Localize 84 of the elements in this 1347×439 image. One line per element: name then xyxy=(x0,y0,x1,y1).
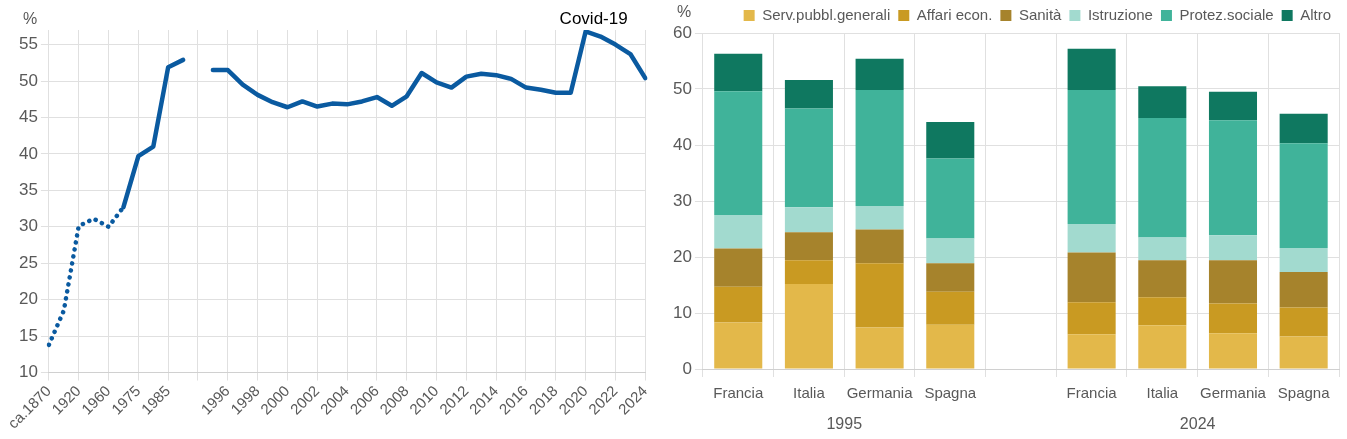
bar xyxy=(926,324,975,369)
bar xyxy=(784,207,833,233)
y-tick-label: 0 xyxy=(682,358,692,378)
bar xyxy=(926,122,975,159)
bar xyxy=(855,206,904,230)
x-tick-label: Francia xyxy=(713,384,764,402)
legend-label: Sanità xyxy=(1018,5,1063,23)
text: 2024 xyxy=(1179,415,1216,433)
y-axis-title: % xyxy=(22,10,38,28)
y-tick-label: 20 xyxy=(18,289,38,309)
bar xyxy=(855,58,904,91)
legend-label: Affari econ. xyxy=(916,5,993,23)
bar xyxy=(1208,235,1258,261)
bar xyxy=(714,215,763,249)
bar xyxy=(1279,248,1328,273)
y-axis-title: % xyxy=(676,3,692,21)
bar xyxy=(1138,237,1187,261)
bar xyxy=(714,91,763,215)
x-tick-label: Spagna xyxy=(924,384,977,402)
bar xyxy=(784,108,833,208)
x-tick-label: Spagna xyxy=(1277,384,1331,402)
bar xyxy=(855,229,904,264)
y-tick-label: 10 xyxy=(672,302,692,322)
y-tick-label: 55 xyxy=(18,34,38,54)
x-tick-label: Italia xyxy=(1146,384,1179,402)
y-tick-label: 40 xyxy=(672,134,692,154)
y-tick-label: 15 xyxy=(18,325,38,345)
y-tick-label: 60 xyxy=(672,22,692,42)
bar xyxy=(714,53,763,92)
text: 1995 xyxy=(826,415,863,433)
bar xyxy=(1067,334,1116,369)
annotation: Covid-19 xyxy=(559,8,628,28)
y-tick-label: 10 xyxy=(18,362,38,382)
bar xyxy=(926,158,975,239)
bar xyxy=(1067,252,1116,303)
bar xyxy=(1208,260,1258,304)
y-tick-label: 45 xyxy=(18,107,38,127)
x-tick-label: Germania xyxy=(1200,384,1267,402)
y-tick-label: 50 xyxy=(18,70,38,90)
bar xyxy=(714,286,763,323)
y-tick-label: 25 xyxy=(18,252,38,272)
bar xyxy=(1279,113,1328,144)
bar xyxy=(1067,90,1116,224)
bar xyxy=(1279,336,1328,369)
x-tick-label: Italia xyxy=(793,384,826,402)
bar xyxy=(714,248,763,287)
bar xyxy=(1279,307,1328,337)
bar xyxy=(926,238,975,264)
bar xyxy=(784,232,833,261)
bar xyxy=(1138,325,1187,369)
bar xyxy=(714,322,763,369)
bar xyxy=(1138,260,1187,298)
bar xyxy=(784,80,833,109)
bar xyxy=(855,263,904,328)
bar xyxy=(1279,143,1328,249)
bar xyxy=(1208,333,1258,369)
legend-label: Istruzione xyxy=(1087,5,1153,23)
bar xyxy=(784,260,833,284)
bar xyxy=(1067,302,1116,335)
bar xyxy=(1208,120,1258,236)
bar xyxy=(1067,48,1116,91)
bar xyxy=(1279,272,1328,308)
bar xyxy=(1138,86,1187,119)
bar xyxy=(926,291,975,325)
x-tick-label: Francia xyxy=(1066,384,1118,402)
bar xyxy=(1208,303,1258,334)
y-tick-label: 30 xyxy=(672,190,692,210)
bar xyxy=(1067,223,1116,253)
bar xyxy=(1208,91,1258,121)
bar xyxy=(1138,118,1187,238)
legend-label: Protez.sociale xyxy=(1179,5,1274,23)
y-tick-label: 40 xyxy=(18,143,38,163)
y-tick-label: 35 xyxy=(18,180,38,200)
y-tick-label: 30 xyxy=(18,216,38,236)
x-tick-label: Germania xyxy=(846,384,914,402)
bar xyxy=(855,327,904,369)
bar xyxy=(855,90,904,207)
bar xyxy=(1138,297,1187,326)
bar xyxy=(784,283,833,369)
legend-label: Serv.pubbl.generali xyxy=(762,5,891,23)
y-tick-label: 20 xyxy=(672,246,692,266)
legend-label: Altro xyxy=(1300,5,1331,23)
y-tick-label: 50 xyxy=(672,78,692,98)
bar xyxy=(926,263,975,292)
